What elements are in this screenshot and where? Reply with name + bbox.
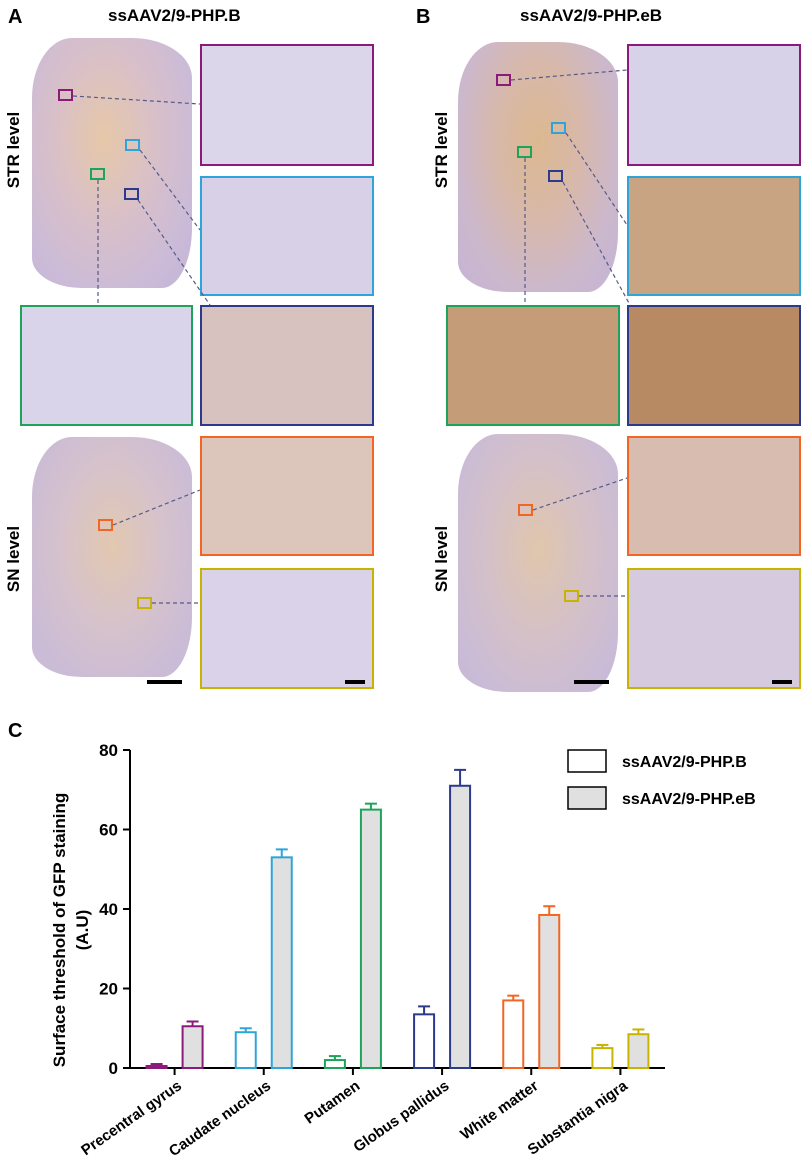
bar-php-b-2 [323, 1059, 346, 1069]
scale-bar-micrograph-a [345, 680, 365, 684]
sn-section-image-b [458, 434, 618, 692]
chart-legend: ssAAV2/9-PHP.B ssAAV2/9-PHP.eB [567, 749, 756, 810]
scale-bar-section-a [147, 680, 182, 684]
bar-php-eb-4 [538, 913, 561, 1069]
roi-box-caudate-a [125, 139, 140, 151]
legend-label: ssAAV2/9-PHP.B [622, 754, 747, 771]
chart-bars [145, 768, 650, 1070]
str-section-image-a [32, 38, 192, 288]
sn-section-image-a [32, 437, 192, 677]
legend-swatch [567, 749, 607, 773]
roi-box-precentral-a [58, 89, 73, 101]
panel-c-letter: C [8, 720, 23, 742]
roi-box-pallidus-b [548, 170, 563, 182]
bar-php-eb-1 [270, 856, 293, 1069]
micrograph-white-b [627, 436, 801, 556]
connector-precentral-b [510, 69, 628, 81]
bar-php-b-5 [591, 1047, 614, 1069]
roi-box-precentral-b [496, 74, 511, 86]
x-tick-label: Globus pallidus [350, 1077, 452, 1155]
x-tick-label: Substantia nigra [525, 1077, 632, 1159]
micrograph-pallidus-a [200, 305, 374, 426]
connector-pallidus-a [137, 199, 211, 306]
bar-php-eb-2 [359, 808, 382, 1069]
micrograph-nigra-b [627, 568, 801, 689]
panel-a-title: ssAAV2/9-PHP.B [108, 6, 241, 25]
connector-caudate-b [565, 132, 628, 226]
bar-php-eb-0 [181, 1025, 204, 1070]
micrograph-caudate-b [627, 176, 801, 296]
roi-box-caudate-b [551, 122, 566, 134]
connector-white-b [532, 477, 628, 511]
legend-swatch [567, 786, 607, 810]
bar-php-eb-5 [627, 1033, 650, 1069]
roi-box-nigra-b [564, 590, 579, 602]
bar-php-b-4 [502, 999, 525, 1069]
connector-white-a [112, 489, 201, 526]
micrograph-putamen-a [20, 305, 193, 426]
roi-box-nigra-a [137, 597, 152, 609]
roi-box-white-b [518, 504, 533, 516]
panel-b-letter: B [416, 6, 431, 28]
micrograph-white-a [200, 436, 374, 556]
scale-bar-micrograph-b [772, 680, 792, 684]
panel-a-letter: A [8, 6, 23, 28]
roi-box-pallidus-a [124, 188, 139, 200]
roi-box-putamen-b [517, 146, 532, 158]
micrograph-caudate-a [200, 176, 374, 296]
legend-label: ssAAV2/9-PHP.eB [622, 791, 756, 808]
y-axis-label: Surface threshold of GFP staining [50, 793, 69, 1068]
bar-php-b-3 [413, 1013, 436, 1069]
panel-b-title: ssAAV2/9-PHP.eB [520, 6, 663, 25]
y-tick-label: 60 [99, 821, 118, 840]
micrograph-precentral-a [200, 44, 374, 166]
connector-pallidus-b [562, 181, 631, 306]
y-tick-label: 0 [109, 1059, 118, 1078]
x-tick-label: Putamen [302, 1077, 364, 1127]
y-tick-label: 40 [99, 900, 118, 919]
y-tick-label: 80 [99, 741, 118, 760]
bar-php-b-0 [145, 1065, 168, 1070]
scale-bar-section-b [574, 680, 609, 684]
str-section-image-b [458, 42, 618, 292]
connector-caudate-a [139, 149, 201, 231]
micrograph-pallidus-b [627, 305, 801, 426]
micrograph-nigra-a [200, 568, 374, 689]
roi-box-white-a [98, 519, 113, 531]
bar-php-eb-3 [449, 784, 472, 1070]
roi-box-putamen-a [90, 168, 105, 180]
micrograph-putamen-b [446, 305, 620, 426]
y-tick-label: 20 [99, 980, 118, 999]
connector-lines [72, 69, 631, 604]
x-tick-label: White matter [457, 1077, 541, 1143]
connector-precentral-a [72, 95, 201, 105]
micrograph-precentral-b [627, 44, 801, 166]
bar-php-b-1 [234, 1031, 257, 1070]
y-axis-label-unit: (A.U) [73, 910, 92, 951]
